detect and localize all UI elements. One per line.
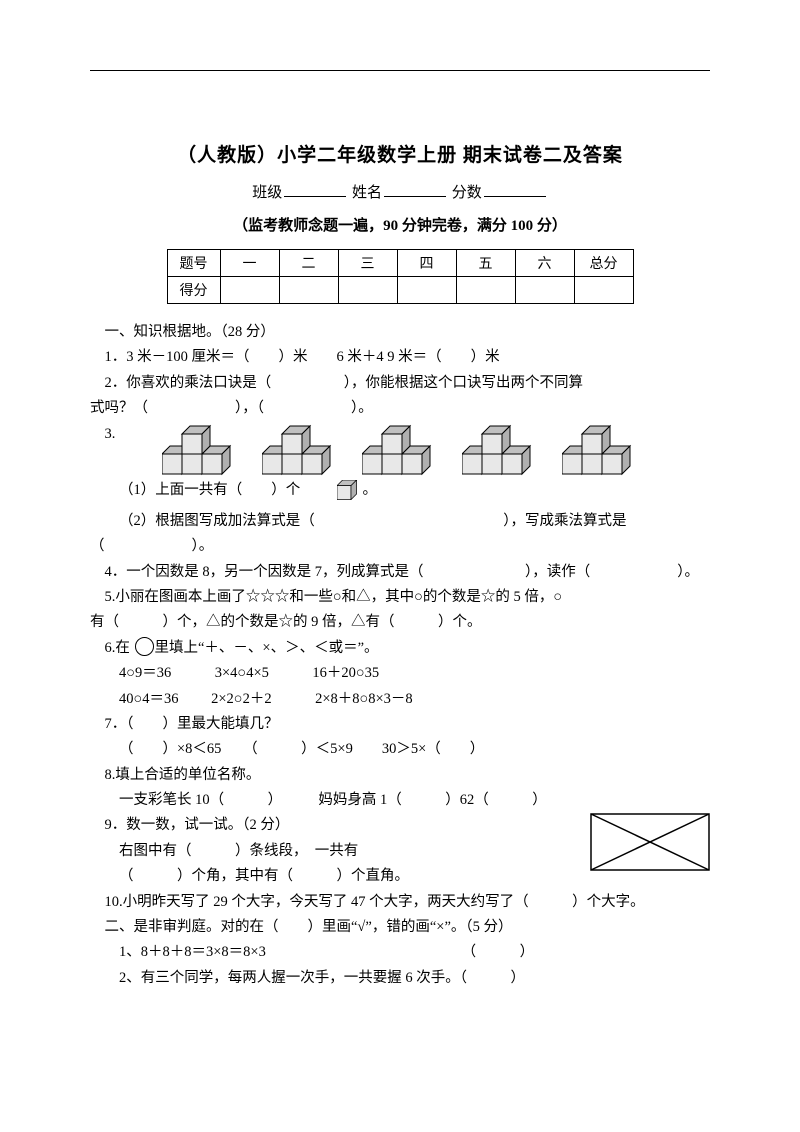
th: 题号 [167, 250, 220, 277]
th: 六 [515, 250, 574, 277]
q8-head: 8.填上合适的单位名称。 [90, 763, 710, 788]
q5a: 5.小丽在图画本上画了☆☆☆和一些○和△，其中○的个数是☆的 5 倍，○ [90, 585, 710, 610]
class-label: 班级 [252, 185, 282, 201]
q3-label: 3. [90, 422, 122, 447]
single-cube-icon [308, 480, 359, 509]
cubes-icon [162, 424, 234, 476]
table-row: 得分 [167, 277, 633, 304]
td [456, 277, 515, 304]
q6-l2: 40○4＝36 2×2○2＋2 2×8＋8○8×3－8 [90, 687, 710, 712]
cubes-icon [262, 424, 334, 476]
th: 一 [220, 250, 279, 277]
subtitle: （监考教师念题一遍，90 分钟完卷，满分 100 分） [90, 214, 710, 235]
th: 三 [338, 250, 397, 277]
q8-l1: 一支彩笔长 10（ ） 妈妈身高 1（ ）62（ ） [90, 788, 710, 813]
td [397, 277, 456, 304]
q2b: 式吗？（ ），（ ）。 [90, 396, 710, 421]
q7-head: 7．（ ）里最大能填几？ [90, 712, 710, 737]
table-row: 题号 一 二 三 四 五 六 总分 [167, 250, 633, 277]
q9-l2: （ ）个角，其中有（ ）个直角。 [90, 864, 560, 889]
q3-2: （2）根据图写成加法算式是（ ），写成乘法算式是（ ）。 [90, 509, 710, 560]
score-table: 题号 一 二 三 四 五 六 总分 得分 [167, 249, 634, 304]
q6-head: 6.在 里填上“＋、－、×、＞、＜或＝”。 [90, 636, 710, 661]
doc-title: （人教版）小学二年级数学上册 期末试卷二及答案 [90, 140, 710, 167]
cubes-icon [562, 424, 634, 476]
circle-icon [135, 637, 154, 656]
s2-1: 1、8＋8＋8＝3×8＝8×3 （ ） [90, 940, 710, 965]
q2a: 2．你喜欢的乘法口诀是（ ），你能根据这个口诀写出两个不同算 [90, 371, 710, 396]
info-line: 班级 姓名 分数 [90, 181, 710, 202]
td [574, 277, 633, 304]
rect-x-figure [590, 813, 710, 880]
top-rule [90, 70, 710, 71]
name-label: 姓名 [352, 185, 382, 201]
q3-1-end: 。 [363, 482, 378, 498]
td: 得分 [167, 277, 220, 304]
q5b: 有（ ）个，△的个数是☆的 9 倍，△有（ ）个。 [90, 610, 710, 635]
q4: 4．一个因数是 8，另一个因数是 7，列成算式是（ ），读作（ ）。 [90, 560, 710, 585]
s2-2: 2、有三个同学，每两人握一次手，一共要握 6 次手。（ ） [90, 966, 710, 991]
score-blank [484, 182, 546, 197]
th: 二 [279, 250, 338, 277]
q1: 1．3 米－100 厘米＝（ ）米 6 米＋4 9 米＝（ ）米 [90, 345, 710, 370]
th: 四 [397, 250, 456, 277]
cubes-icon [362, 424, 434, 476]
cubes-row [162, 424, 634, 476]
th: 总分 [574, 250, 633, 277]
q7-l1: （ ）×8＜65 （ ）＜5×9 30＞5×（ ） [90, 737, 710, 762]
section-heading: 二、是非审判庭。对的在（ ）里画“√”，错的画“×”。（5 分） [90, 915, 710, 940]
td [515, 277, 574, 304]
th: 五 [456, 250, 515, 277]
q3-1-text: （1）上面一共有（ ）个 [119, 482, 300, 498]
section-heading: 一、知识根据地。（28 分） [90, 320, 710, 345]
td [279, 277, 338, 304]
q9-l1: 右图中有（ ）条线段， 一共有 [90, 839, 560, 864]
class-blank [284, 182, 346, 197]
score-label: 分数 [452, 185, 482, 201]
q6-l1: 4○9＝36 3×4○4×5 16＋20○35 [90, 661, 710, 686]
q3-1: （1）上面一共有（ ）个 。 [90, 478, 710, 509]
q9-head: 9．数一数，试一试。（2 分） [90, 813, 560, 838]
td [220, 277, 279, 304]
td [338, 277, 397, 304]
q10: 10.小明昨天写了 29 个大字，今天写了 47 个大字，两天大约写了（ ）个大… [90, 890, 710, 915]
name-blank [384, 182, 446, 197]
cubes-icon [462, 424, 534, 476]
